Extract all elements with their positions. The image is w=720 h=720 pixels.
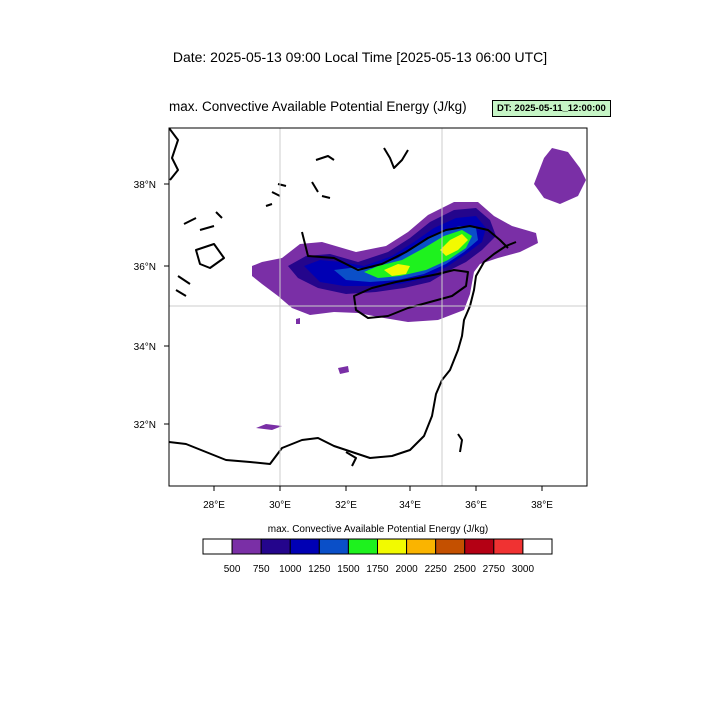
map-frame	[168, 127, 588, 487]
colorbar-label: 1750	[366, 564, 389, 575]
colorbar-cell	[260, 538, 291, 555]
colorbar-cell	[435, 538, 466, 555]
x-tick-label: 30°E	[269, 500, 291, 511]
colorbar-label: 2000	[395, 564, 418, 575]
greece-coast	[169, 128, 179, 181]
axis-ticks	[164, 183, 543, 491]
y-tick-label: 38°N	[134, 180, 156, 191]
coastlines	[169, 128, 517, 467]
gridlines	[169, 128, 587, 486]
colorbar-label: 2750	[482, 564, 505, 575]
cyprus	[353, 269, 469, 319]
cape-band-1500	[364, 230, 472, 278]
colorbar-label: 1250	[308, 564, 331, 575]
colorbar-cell	[493, 538, 524, 555]
date-line: Date: 2025-05-13 09:00 Local Time [2025-…	[172, 49, 548, 65]
aegean-islands	[175, 155, 335, 297]
colorbar-cell	[318, 538, 349, 555]
colorbar-cell	[406, 538, 437, 555]
y-tick-label: 32°N	[134, 420, 156, 431]
colorbar-cell	[377, 538, 408, 555]
rhodes	[383, 147, 409, 169]
colorbar-label: 750	[252, 564, 270, 575]
colorbar-cell	[202, 538, 233, 555]
x-tick-label: 28°E	[203, 500, 225, 511]
x-tick-label: 38°E	[531, 500, 553, 511]
x-tick-label: 36°E	[465, 500, 487, 511]
cape-band-500	[252, 148, 586, 430]
colorbar-label: 3000	[511, 564, 535, 575]
x-tick-label: 34°E	[399, 500, 421, 511]
sinai-islands	[345, 433, 463, 467]
colorbar-label: 1000	[279, 564, 302, 575]
egypt-levant-coast	[169, 241, 517, 465]
colorbar-title: max. Convective Available Potential Ener…	[267, 524, 489, 535]
turkey-coast	[301, 225, 509, 271]
colorbar-label: 2250	[424, 564, 447, 575]
colorbar-label: 2500	[453, 564, 476, 575]
colorbar-cell	[347, 538, 379, 555]
dt-badge: DT: 2025-05-11_12:00:00	[492, 100, 611, 117]
crete	[195, 243, 225, 269]
colorbar-cell	[231, 538, 262, 555]
cape-band-1750	[384, 234, 468, 276]
colorbar-cell	[522, 538, 553, 555]
y-tick-label: 34°N	[134, 342, 156, 353]
x-tick-label: 32°E	[335, 500, 357, 511]
colorbar	[202, 538, 553, 555]
colorbar-cell	[289, 538, 320, 555]
colorbar-cell	[464, 538, 495, 555]
map-title: max. Convective Available Potential Ener…	[169, 99, 467, 114]
y-tick-label: 36°N	[134, 262, 156, 273]
cape-contours	[252, 148, 586, 430]
colorbar-label: 1500	[337, 564, 360, 575]
colorbar-label: 500	[223, 564, 241, 575]
